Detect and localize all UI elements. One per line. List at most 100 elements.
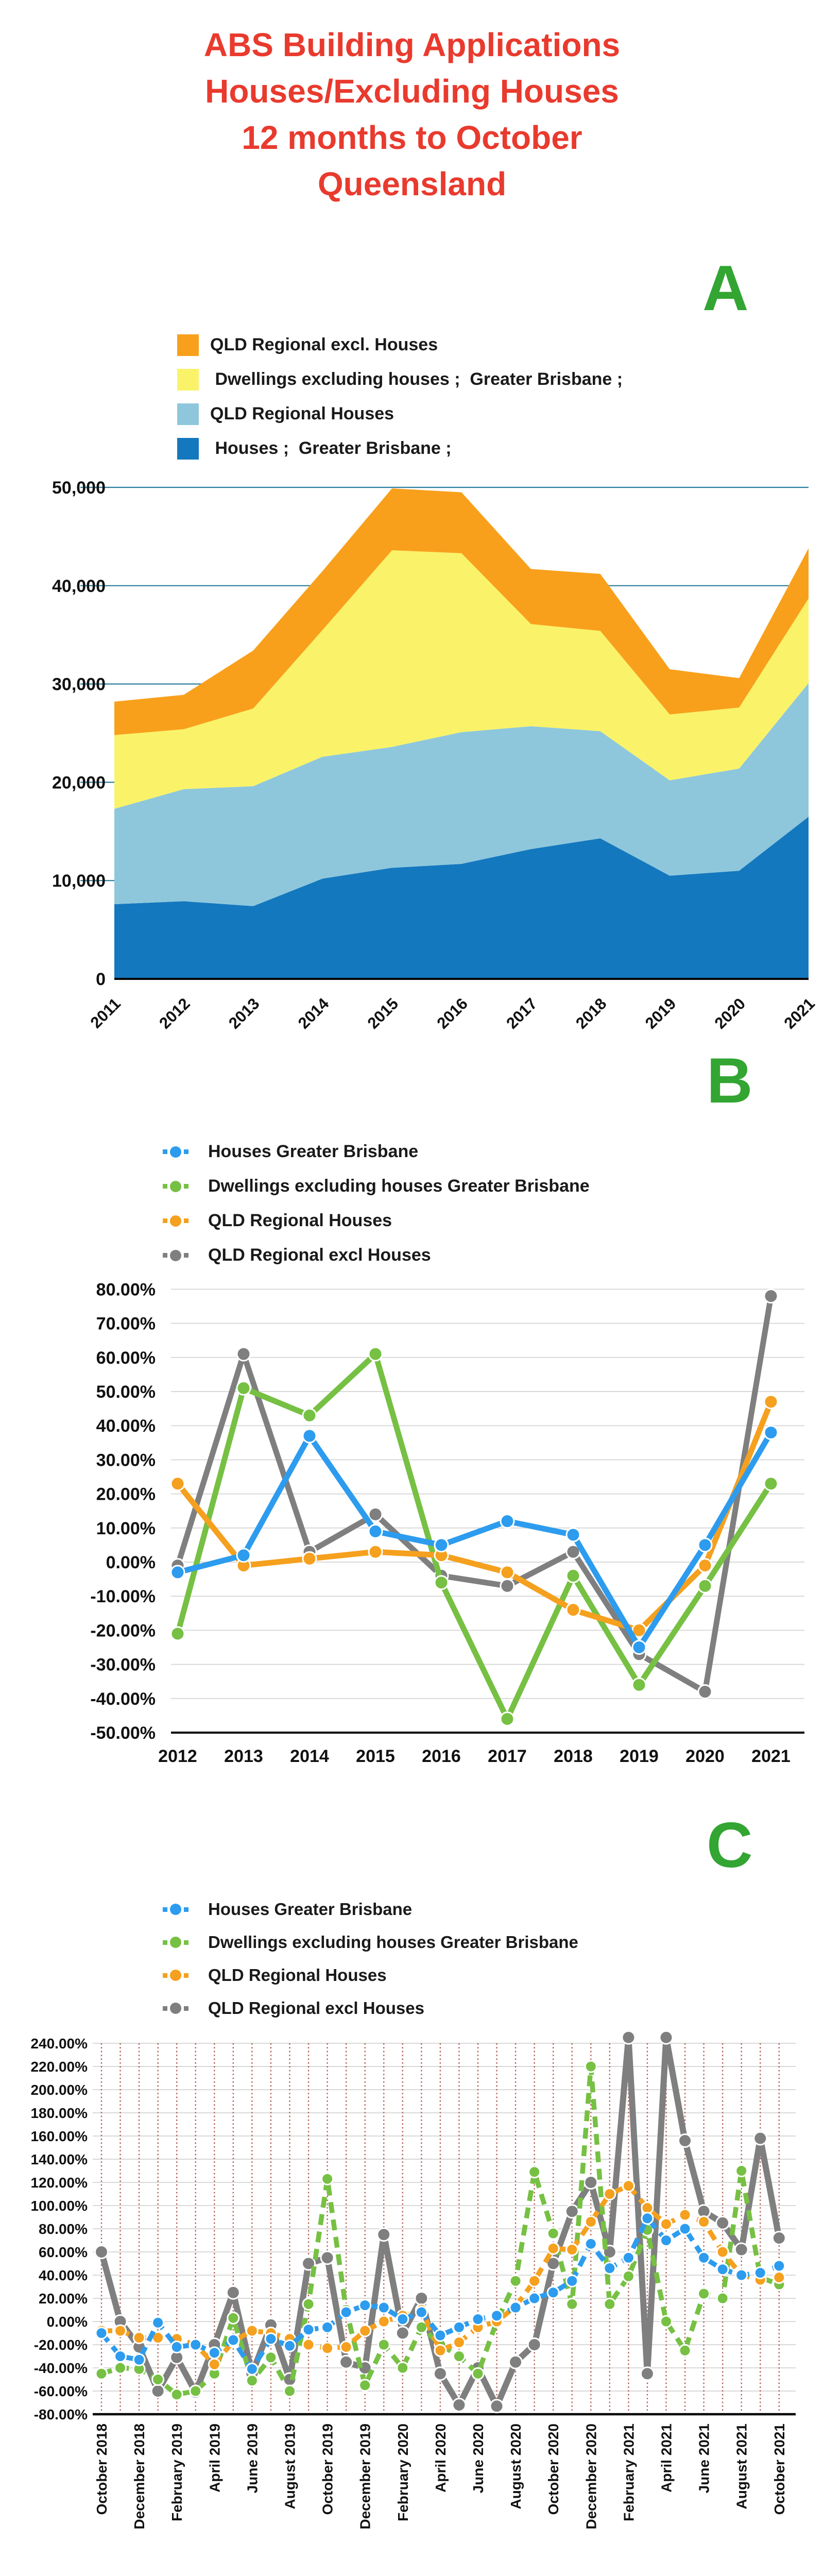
- data-point: [508, 2354, 523, 2369]
- x-tick-label: 2017: [503, 994, 541, 1032]
- data-point: [302, 1408, 317, 1423]
- data-point: [641, 2212, 654, 2225]
- data-point: [434, 1537, 449, 1553]
- data-point: [189, 2338, 202, 2351]
- data-point: [236, 1346, 251, 1362]
- data-point: [716, 2263, 729, 2276]
- data-point: [697, 1684, 713, 1700]
- data-point: [151, 2316, 165, 2329]
- data-point: [603, 2188, 616, 2200]
- data-point: [565, 1602, 581, 1618]
- area-band: [114, 817, 809, 979]
- y-tick-label: 50.00%: [96, 1382, 156, 1402]
- area-band: [114, 683, 809, 906]
- data-point: [489, 2399, 504, 2414]
- y-tick-label: -60.00%: [34, 2383, 88, 2399]
- data-point: [433, 2366, 448, 2381]
- data-point: [170, 2341, 183, 2353]
- data-point: [583, 2175, 598, 2190]
- legend-item: QLD Regional excl Houses: [163, 1238, 590, 1273]
- data-point: [697, 1558, 713, 1573]
- data-point: [678, 2133, 693, 2148]
- data-point: [170, 2388, 183, 2401]
- y-tick-label: 20,000: [52, 773, 106, 792]
- data-point: [565, 2243, 579, 2256]
- data-point: [564, 2204, 579, 2219]
- data-point: [660, 2217, 673, 2231]
- y-tick-label: -30.00%: [90, 1655, 156, 1675]
- data-point: [339, 2354, 354, 2369]
- y-tick-label: 220.00%: [30, 2059, 88, 2075]
- y-tick-label: -50.00%: [90, 1723, 156, 1743]
- data-point: [358, 2379, 372, 2392]
- data-point: [565, 2297, 579, 2311]
- legend-marker-blue: [163, 1146, 196, 1158]
- legend-marker-gray: [163, 1249, 196, 1261]
- data-point: [678, 2222, 692, 2235]
- data-point: [697, 2287, 711, 2300]
- data-point: [208, 2358, 221, 2371]
- data-point: [236, 1380, 251, 1396]
- panel-label-a: A: [702, 253, 749, 324]
- x-tick-label: April 2019: [207, 2424, 222, 2493]
- y-tick-label: 100.00%: [30, 2198, 88, 2214]
- legend-label: Dwellings excluding houses Greater Brisb…: [208, 1933, 578, 1952]
- x-tick-label: 2016: [422, 1747, 461, 1766]
- data-point: [565, 2274, 579, 2287]
- data-point: [321, 2320, 334, 2334]
- data-point: [94, 2245, 109, 2259]
- data-point: [603, 2262, 616, 2275]
- legend-item: Dwellings excluding houses ; Greater Bri…: [177, 362, 623, 397]
- data-point: [376, 2227, 391, 2242]
- x-tick-label: October 2018: [94, 2424, 110, 2515]
- data-point: [763, 1289, 779, 1304]
- data-point: [114, 2361, 127, 2375]
- data-point: [546, 2242, 560, 2255]
- data-point: [584, 2060, 597, 2073]
- data-point: [500, 1578, 515, 1594]
- data-point: [471, 2313, 485, 2326]
- x-tick-label: 2017: [488, 1747, 527, 1766]
- data-point: [716, 2245, 729, 2259]
- data-point: [527, 2337, 542, 2352]
- data-point: [659, 2030, 674, 2045]
- data-point: [678, 2344, 692, 2357]
- data-point: [603, 2297, 616, 2311]
- line-series: [177, 1431, 774, 1650]
- data-point: [452, 2320, 466, 2334]
- data-point: [245, 2324, 259, 2337]
- x-tick-label: 2018: [554, 1747, 593, 1766]
- y-tick-label: 120.00%: [30, 2175, 88, 2191]
- legend-item: Houses ; Greater Brisbane ;: [177, 431, 623, 466]
- y-tick-label: 0: [96, 970, 106, 989]
- x-tick-label: October 2019: [320, 2424, 336, 2515]
- y-tick-label: -20.00%: [34, 2337, 88, 2353]
- x-tick-label: June 2021: [696, 2424, 712, 2493]
- data-point: [339, 2341, 353, 2353]
- legend-item: QLD Regional excl. Houses: [177, 328, 623, 362]
- y-tick-label: 80.00%: [96, 1280, 156, 1299]
- legend-label: QLD Regional excl. Houses: [210, 335, 438, 354]
- data-point: [189, 2384, 202, 2398]
- x-tick-label: 2019: [642, 994, 680, 1032]
- x-tick-label: August 2020: [508, 2424, 524, 2510]
- y-tick-label: 50,000: [52, 478, 106, 498]
- data-point: [434, 1575, 449, 1590]
- data-point: [509, 2274, 522, 2287]
- data-point: [227, 2333, 240, 2347]
- data-point: [631, 1622, 647, 1638]
- line-series: [175, 1351, 774, 1722]
- data-point: [640, 2366, 655, 2381]
- data-point: [302, 1551, 317, 1566]
- chart-b-legend: Houses Greater Brisbane Dwellings exclud…: [163, 1134, 590, 1273]
- x-tick-label: 2019: [620, 1747, 659, 1766]
- y-tick-label: -20.00%: [90, 1621, 156, 1640]
- data-point: [302, 2297, 315, 2311]
- data-point: [631, 1677, 647, 1692]
- panel-label-b: B: [707, 1045, 753, 1116]
- data-point: [321, 2342, 334, 2355]
- data-point: [264, 2332, 278, 2346]
- legend-swatch-yellow: [177, 368, 199, 391]
- data-point: [753, 2266, 767, 2279]
- data-point: [114, 2324, 127, 2337]
